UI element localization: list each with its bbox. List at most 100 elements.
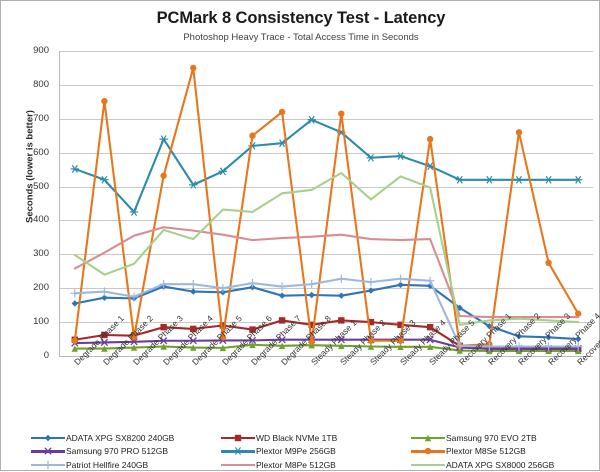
data-point-diamond xyxy=(397,281,404,289)
legend-label: WD Black NVMe 1TB xyxy=(256,432,338,443)
data-point-diamond xyxy=(367,287,375,294)
data-point-square xyxy=(426,323,434,331)
data-point-plus xyxy=(485,342,494,351)
data-point-diamond xyxy=(278,292,286,299)
data-point-diamond xyxy=(71,300,79,307)
plot-area xyxy=(59,51,593,357)
legend-label: Samsung 970 EVO 2TB xyxy=(446,432,537,443)
data-point-triangle xyxy=(160,343,167,350)
legend-label: Plextor M9Pe 256GB xyxy=(256,446,336,457)
data-point-square xyxy=(101,331,108,339)
data-point-diamond xyxy=(44,434,52,441)
legend-marker-x-icon xyxy=(31,445,65,457)
data-point-asterisk xyxy=(70,165,80,173)
y-axis-ticks: 900 800 700 600 500 400 300 200 100 0 xyxy=(1,1,59,472)
data-point-plus xyxy=(396,274,405,283)
legend-item[interactable]: Plextor M8Se 512GB xyxy=(411,445,591,457)
gridline xyxy=(60,152,593,154)
y-tick-label: 800 xyxy=(33,78,49,90)
data-point-asterisk xyxy=(233,447,243,456)
data-point-triangle xyxy=(574,347,582,355)
data-point-plus xyxy=(43,460,53,469)
data-point-triangle xyxy=(424,434,432,441)
data-point-asterisk xyxy=(425,162,435,171)
gridline xyxy=(60,51,593,52)
data-point-triangle xyxy=(486,347,493,355)
data-point-square xyxy=(160,323,167,331)
gridline xyxy=(60,288,593,290)
data-point-circle xyxy=(397,337,404,344)
series-line xyxy=(73,171,580,326)
legend-item[interactable]: ADATA XPG SX8200 240GB xyxy=(31,432,221,444)
gridline xyxy=(60,254,593,256)
legend-label: Samsung 970 PRO 512GB xyxy=(66,446,169,457)
data-point-circle xyxy=(515,129,523,136)
data-point-asterisk xyxy=(514,175,524,184)
legend-label: Patriot Hellfire 240GB xyxy=(66,459,149,470)
chart-subtitle: Photoshop Heavy Trace - Total Access Tim… xyxy=(183,32,419,43)
y-tick-label: 700 xyxy=(33,112,49,124)
data-point-square xyxy=(234,434,242,441)
data-point-diamond xyxy=(101,294,108,301)
legend-marker-circle-icon xyxy=(411,445,445,457)
data-point-diamond xyxy=(338,292,345,299)
series-line xyxy=(71,341,582,355)
y-tick-label: 900 xyxy=(33,45,49,56)
data-point-circle xyxy=(278,108,286,116)
data-point-triangle xyxy=(545,347,552,355)
series-line xyxy=(70,115,583,216)
legend-item[interactable]: Plextor M9Pe 256GB xyxy=(221,445,411,457)
data-point-triangle xyxy=(397,343,404,351)
data-point-triangle xyxy=(338,342,345,350)
data-point-square xyxy=(278,317,286,324)
y-tick-label: 400 xyxy=(33,214,49,226)
legend-row: ADATA XPG SX8200 240GB WD Black NVMe 1TB S… xyxy=(31,431,591,445)
legend-item[interactable]: Samsung 970 EVO 2TB xyxy=(411,432,591,444)
data-point-triangle xyxy=(278,342,286,350)
legend-item[interactable]: Samsung 970 PRO 512GB xyxy=(31,445,221,457)
series-line xyxy=(73,226,580,319)
data-point-triangle xyxy=(426,343,434,351)
data-point-circle xyxy=(424,448,432,455)
legend-item[interactable]: Plextor M8Pe 512GB xyxy=(221,459,411,471)
data-point-plus xyxy=(248,278,257,288)
data-point-triangle xyxy=(456,347,463,354)
data-point-plus xyxy=(70,289,80,298)
data-point-circle xyxy=(101,97,108,105)
data-point-asterisk xyxy=(218,167,228,176)
legend-item[interactable]: Patriot Hellfire 240GB xyxy=(31,459,221,471)
data-point-x xyxy=(159,337,168,345)
data-point-diamond xyxy=(190,288,197,295)
legend-marker-none-icon xyxy=(221,459,255,471)
legend-marker-triangle-icon xyxy=(411,432,445,444)
data-point-plus xyxy=(159,279,168,289)
data-point-circle xyxy=(367,337,375,344)
legend-item[interactable]: WD Black NVMe 1TB xyxy=(221,432,411,444)
data-point-circle xyxy=(219,334,227,341)
data-point-triangle xyxy=(190,344,197,351)
legend-label: ADATA XPG SX8200 240GB xyxy=(66,432,175,443)
legend-item[interactable]: ADATA XPG SX8000 256GB xyxy=(411,459,591,471)
data-point-circle xyxy=(338,110,345,117)
data-point-x xyxy=(189,337,197,345)
legend-label: ADATA XPG SX8000 256GB xyxy=(446,459,555,470)
chart-title: PCMark 8 Consistency Test - Latency xyxy=(156,9,446,27)
data-point-square xyxy=(367,318,375,326)
data-point-triangle xyxy=(308,341,315,349)
data-point-plus xyxy=(100,287,109,296)
data-point-square xyxy=(249,326,256,333)
data-point-asterisk xyxy=(485,175,494,184)
data-point-x xyxy=(337,336,345,344)
data-point-triangle xyxy=(219,344,227,352)
data-point-plus xyxy=(129,292,139,301)
data-point-asterisk xyxy=(544,175,553,184)
data-point-asterisk xyxy=(129,208,139,216)
data-point-circle xyxy=(160,172,167,179)
data-point-circle xyxy=(249,132,256,139)
data-point-diamond xyxy=(574,335,582,343)
y-tick-label: 0 xyxy=(43,350,49,361)
data-point-plus xyxy=(573,342,583,351)
legend-marker-square-icon xyxy=(221,432,255,444)
data-point-square xyxy=(219,322,227,329)
